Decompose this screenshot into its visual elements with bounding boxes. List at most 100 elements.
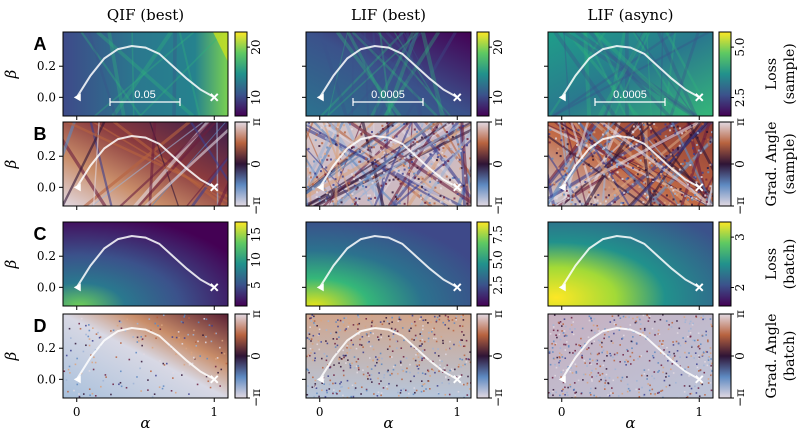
texture-line bbox=[706, 180, 713, 206]
noise-pixel bbox=[684, 195, 687, 198]
noise-pixel bbox=[562, 323, 564, 325]
noise-pixel bbox=[562, 332, 565, 334]
noise-pixel bbox=[346, 346, 348, 349]
noise-pixel bbox=[567, 194, 570, 197]
noise-pixel bbox=[309, 347, 312, 350]
heatmap-field bbox=[306, 222, 471, 306]
noise-pixel bbox=[383, 374, 386, 376]
texture-line bbox=[460, 122, 470, 206]
noise-pixel bbox=[380, 380, 382, 382]
y-tick-label: 0.0 bbox=[37, 280, 56, 294]
noise-pixel bbox=[566, 394, 569, 396]
noise-pixel bbox=[394, 176, 397, 179]
noise-pixel bbox=[562, 393, 564, 395]
noise-pixel bbox=[346, 316, 349, 319]
texture-line bbox=[325, 122, 456, 206]
noise-pixel bbox=[357, 316, 360, 318]
noise-pixel bbox=[560, 371, 563, 374]
interpolation-path bbox=[318, 326, 458, 381]
noise-pixel bbox=[433, 167, 436, 170]
noise-pixel bbox=[684, 321, 687, 324]
noise-pixel bbox=[422, 319, 425, 322]
noise-pixel bbox=[85, 324, 87, 327]
noise-pixel bbox=[306, 165, 309, 168]
noise-pixel bbox=[436, 385, 439, 387]
noise-pixel bbox=[442, 198, 445, 201]
noise-pixel bbox=[318, 199, 321, 202]
noise-pixel bbox=[595, 360, 598, 362]
noise-pixel bbox=[589, 144, 592, 147]
noise-pixel bbox=[367, 127, 370, 130]
noise-pixel bbox=[395, 193, 398, 196]
noise-pixel bbox=[447, 139, 450, 142]
noise-pixel bbox=[691, 203, 694, 206]
noise-pixel bbox=[557, 122, 560, 125]
noise-pixel bbox=[413, 320, 416, 323]
noise-pixel bbox=[690, 355, 693, 357]
noise-pixel bbox=[688, 375, 690, 377]
noise-pixel bbox=[575, 370, 578, 373]
noise-pixel bbox=[310, 340, 312, 342]
noise-pixel bbox=[422, 328, 424, 331]
noise-pixel bbox=[598, 330, 601, 332]
noise-pixel bbox=[362, 373, 365, 376]
noise-pixel bbox=[698, 357, 700, 360]
panel-frame bbox=[305, 31, 472, 117]
noise-pixel bbox=[67, 368, 70, 371]
noise-pixel bbox=[391, 350, 394, 353]
noise-pixel bbox=[610, 340, 613, 342]
noise-pixel bbox=[551, 342, 553, 345]
noise-pixel bbox=[683, 316, 686, 318]
noise-pixel bbox=[690, 387, 693, 390]
noise-pixel bbox=[604, 376, 607, 379]
noise-pixel bbox=[462, 314, 464, 317]
noise-pixel bbox=[399, 392, 402, 394]
noise-pixel bbox=[365, 333, 368, 335]
noise-pixel bbox=[323, 180, 326, 183]
noise-pixel bbox=[209, 386, 212, 389]
noise-pixel bbox=[704, 394, 706, 396]
noise-pixel bbox=[334, 382, 337, 385]
noise-pixel bbox=[460, 187, 463, 190]
noise-pixel bbox=[391, 316, 393, 319]
noise-pixel bbox=[367, 160, 370, 163]
noise-pixel bbox=[149, 329, 152, 332]
end-marker bbox=[453, 93, 462, 102]
noise-pixel bbox=[709, 347, 712, 349]
noise-pixel bbox=[638, 395, 641, 398]
noise-pixel bbox=[697, 370, 700, 372]
noise-pixel bbox=[600, 346, 603, 348]
noise-pixel bbox=[697, 345, 700, 348]
noise-pixel bbox=[580, 337, 582, 340]
noise-pixel bbox=[664, 123, 667, 126]
x-tick-label: 0 bbox=[316, 405, 324, 419]
noise-pixel bbox=[377, 338, 380, 341]
noise-pixel bbox=[194, 341, 197, 344]
noise-pixel bbox=[182, 321, 184, 324]
noise-pixel bbox=[340, 386, 342, 388]
noise-pixel bbox=[420, 197, 423, 200]
noise-pixel bbox=[357, 314, 359, 317]
noise-pixel bbox=[608, 186, 611, 189]
noise-pixel bbox=[625, 178, 628, 181]
noise-pixel bbox=[379, 321, 382, 323]
noise-pixel bbox=[407, 392, 410, 395]
noise-pixel bbox=[635, 321, 638, 324]
texture-line bbox=[575, 32, 698, 116]
noise-pixel bbox=[591, 155, 594, 158]
noise-pixel bbox=[626, 348, 628, 351]
noise-pixel bbox=[604, 379, 607, 382]
noise-pixel bbox=[388, 322, 391, 325]
noise-pixel bbox=[394, 195, 397, 198]
noise-pixel bbox=[705, 330, 707, 333]
noise-pixel bbox=[687, 330, 690, 332]
heatmap-field bbox=[306, 122, 471, 206]
noise-pixel bbox=[309, 176, 312, 179]
noise-pixel bbox=[664, 135, 667, 138]
noise-pixel bbox=[697, 149, 700, 152]
noise-pixel bbox=[595, 368, 597, 370]
noise-pixel bbox=[396, 384, 398, 387]
noise-pixel bbox=[647, 316, 650, 318]
noise-pixel bbox=[367, 372, 369, 374]
heatmap-background bbox=[306, 222, 471, 306]
